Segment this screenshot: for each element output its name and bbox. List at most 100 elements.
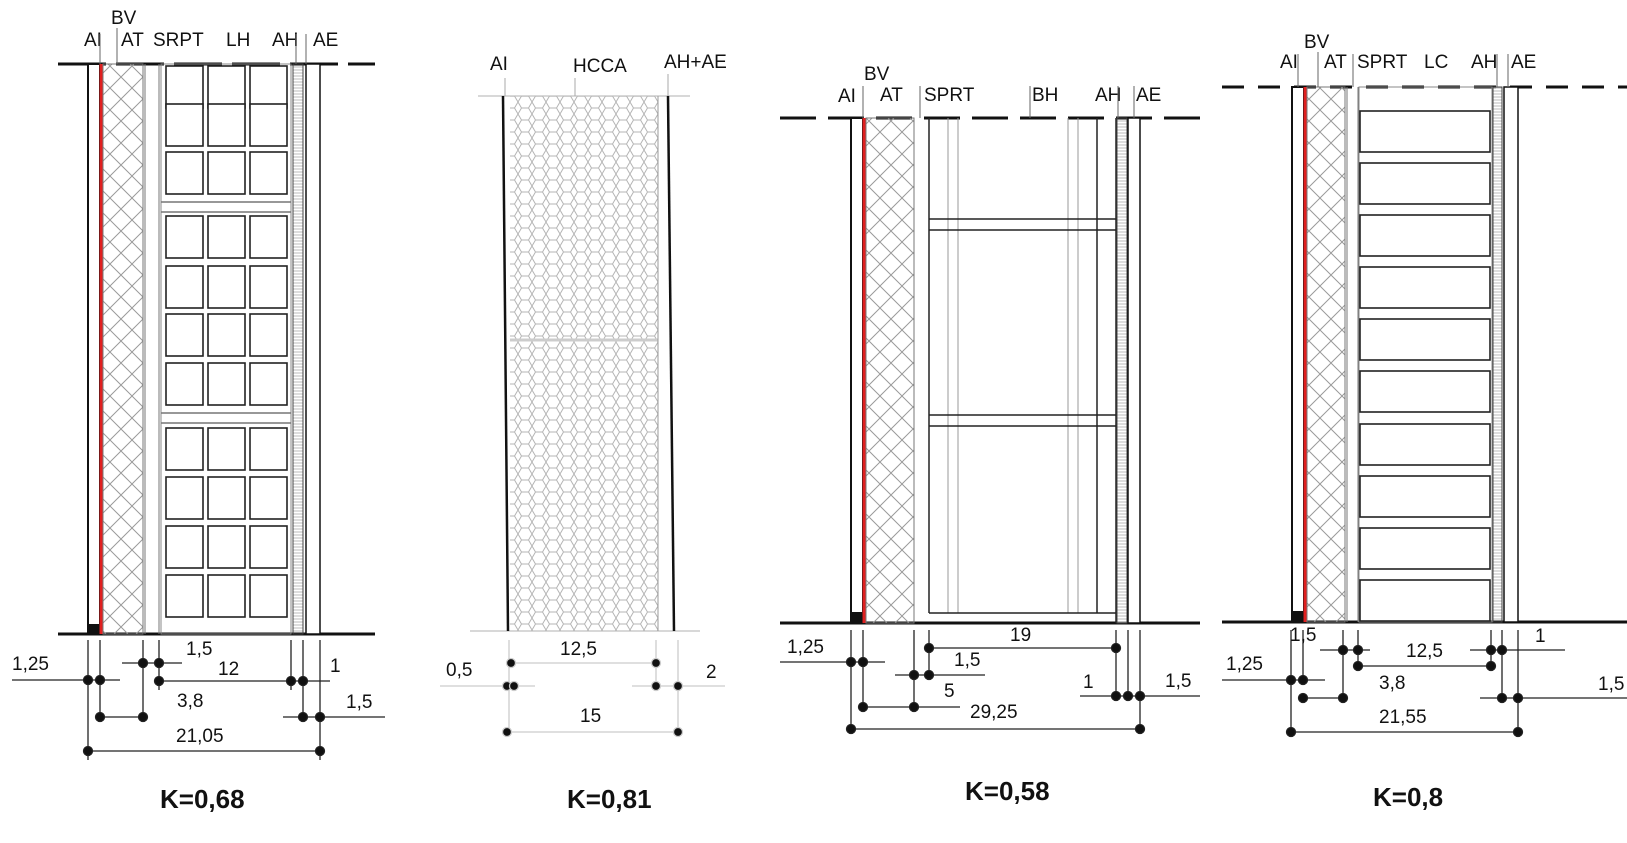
- panel-2-dim-1: 0,5: [446, 660, 472, 681]
- panel-3-dim-5: 29,25: [970, 702, 1018, 723]
- panel-3-dim-7: 1,5: [1165, 671, 1191, 692]
- brick-cell: [165, 215, 204, 259]
- panel-1-label-ai: AI: [84, 30, 102, 51]
- panel-3-layer-bh-block: [928, 118, 1117, 623]
- panel-4-k-value: K=0,8: [1373, 782, 1443, 812]
- brick-course: [1359, 370, 1491, 413]
- panel-2-layer-hcca: [510, 96, 658, 631]
- panel-1-layer-at: [102, 63, 144, 635]
- panel-2-dim-3: 2: [706, 662, 717, 683]
- brick-cell: [207, 362, 246, 406]
- panel-4-label-ah: AH: [1471, 52, 1497, 73]
- panel-3-layer-ah: [1116, 117, 1128, 624]
- panel-3-label-ai: AI: [838, 86, 856, 107]
- panel-1-dimensions: [12, 640, 385, 760]
- panel-4-dim-5: 3,8: [1379, 673, 1405, 694]
- panel-1-dim-5: 3,8: [177, 691, 203, 712]
- brick-cell: [207, 525, 246, 569]
- brick-cell: [165, 151, 204, 195]
- brick-cell: [249, 103, 288, 147]
- panel-3-dim-6: 1: [1083, 672, 1094, 693]
- panel-3-label-bv: BV: [864, 64, 890, 85]
- panel-1-dim-4: 1: [330, 656, 341, 677]
- panel-4-dim-1: 1,25: [1226, 654, 1263, 675]
- brick-course: [1359, 110, 1491, 153]
- panel-2-label-ah-ae: AH+AE: [664, 52, 727, 73]
- panel-1-layer-ae: [305, 63, 321, 635]
- brick-course: [1359, 475, 1491, 518]
- panel-4-dimensions: [1222, 630, 1627, 738]
- panel-3-label-sprt: SPRT: [924, 85, 975, 106]
- panel-4-label-ai: AI: [1280, 52, 1298, 73]
- brick-cell: [207, 65, 246, 109]
- brick-cell: [165, 65, 204, 109]
- panel-4-dim-6: 1,5: [1598, 674, 1624, 695]
- brick-cell: [165, 476, 204, 520]
- brick-cell: [207, 265, 246, 309]
- panel-4-label-ae: AE: [1511, 52, 1536, 73]
- brick-cell: [165, 525, 204, 569]
- panel-2-layer-ah-ae: [666, 95, 676, 632]
- panel-1-dim-3: 12: [218, 659, 239, 680]
- brick-course: [1359, 423, 1491, 466]
- panel-1-k-value: K=0,68: [160, 784, 245, 814]
- panel-3-dimensions: [780, 630, 1200, 735]
- brick-cell: [249, 313, 288, 357]
- panel-3-layer-ae: [1127, 117, 1141, 624]
- panel-3-k-value: K=0,58: [965, 776, 1050, 806]
- panel-4-layer-ah: [1492, 86, 1503, 623]
- panel-4-layer-lc-brick: [1358, 86, 1493, 623]
- panel-2-layer-ai: [501, 95, 510, 632]
- panel-1-base-block: [88, 624, 100, 634]
- panel-4-label-lc: LC: [1424, 52, 1448, 73]
- panel-2-dim-4: 15: [580, 706, 601, 727]
- panel-2-k-value: K=0,81: [567, 784, 652, 814]
- panel-4-wall-section: AI BV AT SPRT LC AH AE: [1222, 32, 1627, 812]
- panel-1-label-ae: AE: [313, 30, 338, 51]
- brick-cell: [249, 476, 288, 520]
- brick-cell: [165, 427, 204, 471]
- brick-cell: [165, 362, 204, 406]
- brick-cell: [207, 215, 246, 259]
- brick-cell: [207, 476, 246, 520]
- panel-1-label-bv: BV: [111, 8, 137, 29]
- brick-cell: [249, 65, 288, 109]
- panel-2-label-hcca: HCCA: [573, 56, 627, 77]
- brick-course: [1359, 162, 1491, 205]
- panel-1-dim-7: 21,05: [176, 726, 224, 747]
- panel-1-dim-2: 1,5: [186, 639, 212, 660]
- panel-4-label-sprt: SPRT: [1357, 52, 1408, 73]
- panel-1-label-lh: LH: [226, 30, 250, 51]
- brick-course: [1359, 579, 1491, 622]
- brick-course: [1359, 318, 1491, 361]
- panel-4-layer-ae: [1503, 86, 1519, 623]
- panel-4-dim-3: 12,5: [1406, 641, 1443, 662]
- panel-1-label-ah: AH: [272, 30, 298, 51]
- brick-cell: [249, 151, 288, 195]
- brick-cell: [249, 574, 288, 618]
- panel-2-dim-2: 12,5: [560, 639, 597, 660]
- brick-cell: [207, 151, 246, 195]
- brick-cell: [249, 427, 288, 471]
- panel-3-label-bh: BH: [1032, 85, 1058, 106]
- brick-cell: [165, 103, 204, 147]
- panel-3-layer-ai: [850, 117, 864, 624]
- panel-3-label-ae: AE: [1136, 85, 1161, 106]
- brick-cell: [165, 574, 204, 618]
- panel-3-layer-at: [865, 117, 915, 624]
- panel-2-label-ai: AI: [490, 54, 508, 75]
- brick-course: [1359, 266, 1491, 309]
- panel-4-label-bv: BV: [1304, 32, 1330, 53]
- brick-cell: [207, 313, 246, 357]
- brick-course: [1359, 214, 1491, 257]
- panel-1-label-at: AT: [121, 30, 144, 51]
- panel-3-label-at: AT: [880, 85, 903, 106]
- panel-3-dim-1: 1,25: [787, 637, 824, 658]
- brick-cell: [249, 215, 288, 259]
- brick-cell: [207, 574, 246, 618]
- brick-cell: [249, 265, 288, 309]
- panel-1-label-srpt: SRPT: [153, 30, 204, 51]
- panel-1-layer-ai: [87, 63, 101, 635]
- panel-3-wall-section: AI BV AT SPRT BH AH AE: [780, 64, 1200, 806]
